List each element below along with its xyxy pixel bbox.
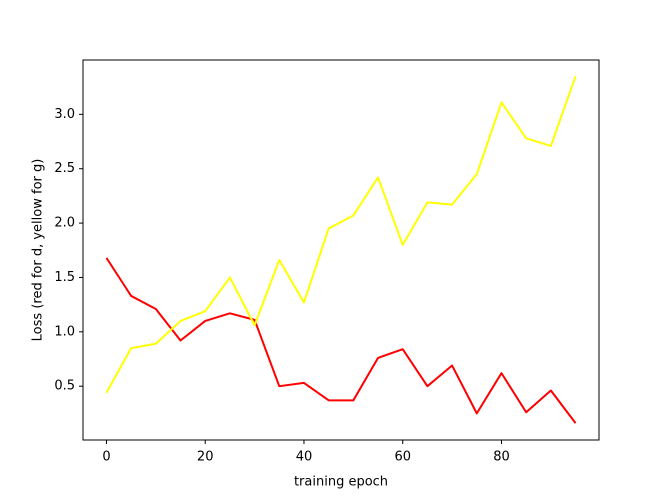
x-tick-label: 80 — [493, 450, 510, 465]
x-axis-label: training epoch — [294, 475, 388, 490]
x-tick-label: 0 — [102, 450, 110, 465]
x-tick-label: 60 — [394, 450, 411, 465]
y-tick-label: 3.0 — [54, 107, 75, 122]
x-tick-label: 40 — [296, 450, 313, 465]
x-tick-label: 20 — [197, 450, 214, 465]
series-line — [105, 75, 577, 394]
y-tick-label: 1.5 — [54, 270, 75, 285]
series-line — [105, 257, 577, 424]
y-tick-label: 1.0 — [54, 324, 75, 339]
y-axis-label: Loss (red for d, yellow for g) — [31, 159, 46, 342]
y-tick-label: 2.0 — [54, 216, 75, 231]
y-tick-label: 2.5 — [54, 161, 75, 176]
plot-frame — [82, 59, 600, 441]
y-tick-label: 0.5 — [54, 379, 75, 394]
